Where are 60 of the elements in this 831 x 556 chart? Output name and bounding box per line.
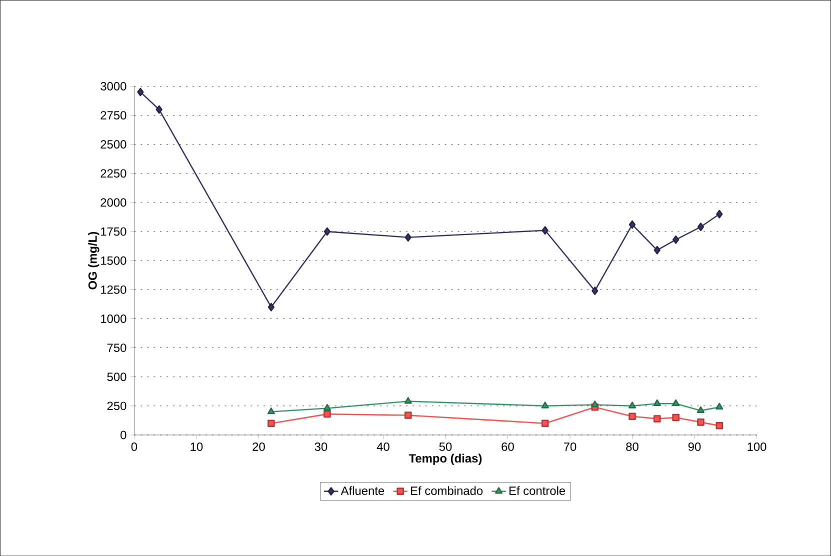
legend-label: Ef combinado xyxy=(411,486,483,495)
point xyxy=(672,414,680,422)
point xyxy=(137,88,144,96)
point xyxy=(628,402,636,408)
y-tick-label: 1000 xyxy=(101,314,126,323)
point xyxy=(696,406,704,413)
point xyxy=(654,414,661,422)
point xyxy=(268,420,275,427)
x-tick-label: 40 xyxy=(376,442,390,451)
y-tick-label: 1250 xyxy=(101,285,126,294)
x-axis-title: Tempo (dias) xyxy=(408,454,482,465)
x-tick-label: 60 xyxy=(502,442,514,451)
y-tick-label: 250 xyxy=(107,402,126,410)
point xyxy=(672,235,680,244)
point xyxy=(591,400,599,408)
point xyxy=(628,412,636,420)
point xyxy=(268,302,275,312)
x-tick-label: 70 xyxy=(564,442,576,451)
point xyxy=(404,411,412,419)
point xyxy=(716,210,723,218)
y-tick-label: 1500 xyxy=(101,256,126,265)
y-axis-title: OG (mg/L) xyxy=(88,232,100,290)
point xyxy=(404,396,412,404)
point xyxy=(541,402,549,408)
point xyxy=(267,407,275,414)
point xyxy=(697,418,704,426)
point xyxy=(324,410,331,418)
x-tick-label: 0 xyxy=(131,442,138,451)
x-tick-label: 50 xyxy=(439,442,452,451)
point xyxy=(156,105,162,114)
point xyxy=(541,420,549,427)
point xyxy=(592,286,598,295)
point xyxy=(672,399,680,406)
x-tick-label: 100 xyxy=(748,442,766,451)
y-tick-label: 750 xyxy=(107,343,126,352)
y-tick-label: 2500 xyxy=(100,140,126,148)
point xyxy=(323,404,331,411)
y-tick-label: 2000 xyxy=(100,198,126,207)
point xyxy=(542,226,548,235)
point xyxy=(653,399,661,406)
y-tick-label: 500 xyxy=(107,372,126,381)
y-tick-label: 1750 xyxy=(101,227,126,236)
x-tick-label: 80 xyxy=(626,442,638,451)
y-tick-label: 3000 xyxy=(100,82,126,90)
point xyxy=(628,220,636,229)
legend-label: Ef controle xyxy=(509,486,566,495)
point xyxy=(654,246,660,254)
y-tick-label: 2250 xyxy=(100,169,126,178)
point xyxy=(716,402,724,410)
point xyxy=(404,233,412,242)
point xyxy=(324,227,331,236)
point xyxy=(697,222,704,232)
x-tick-label: 90 xyxy=(688,442,701,451)
y-tick-label: 2750 xyxy=(100,110,126,120)
x-tick-label: 30 xyxy=(314,442,328,451)
x-tick-label: 20 xyxy=(252,442,265,451)
point xyxy=(716,422,724,430)
y-tick-label: 0 xyxy=(120,430,126,440)
legend-label: Afluente xyxy=(340,486,384,495)
x-tick-label: 10 xyxy=(190,442,203,451)
